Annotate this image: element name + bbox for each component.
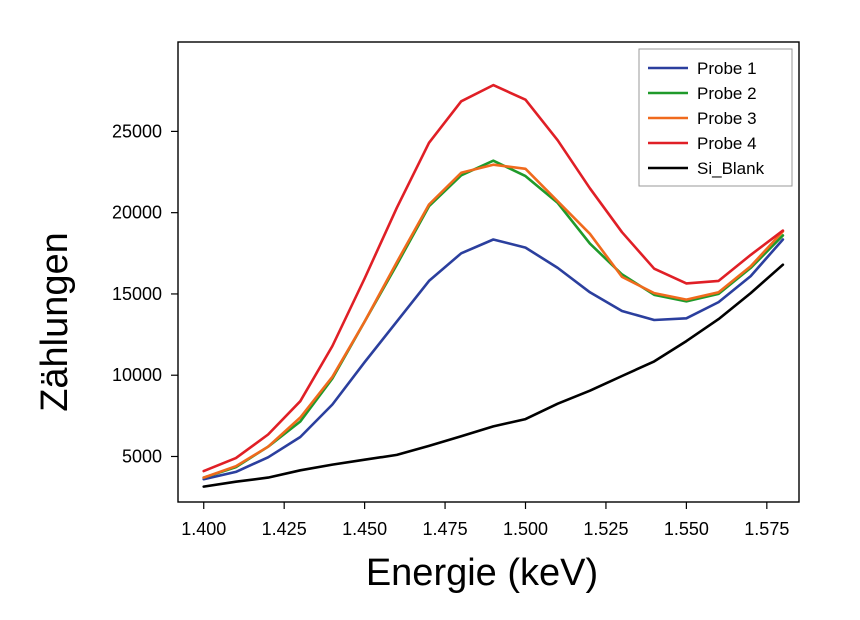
series-lines: [202, 83, 785, 488]
y-tick-label: 5000: [122, 446, 162, 466]
y-tick-label: 25000: [112, 121, 162, 141]
series-line-probe-3: [202, 163, 785, 479]
legend-label: Probe 4: [697, 134, 757, 153]
x-tick-label: 1.500: [503, 519, 548, 539]
legend-label: Si_Blank: [697, 159, 765, 178]
x-tick-label: 1.475: [423, 519, 468, 539]
legend: Probe 1 Probe 2 Probe 3 Probe 4 Si_Blank: [638, 48, 793, 187]
x-tick-label: 1.550: [664, 519, 709, 539]
legend-label: Probe 1: [697, 59, 757, 78]
y-tick-label: 10000: [112, 365, 162, 385]
y-axis: 5000 10000 15000 20000 25000: [112, 121, 178, 466]
y-tick-label: 20000: [112, 203, 162, 223]
plot-frame: [177, 41, 800, 503]
y-tick-label: 15000: [112, 284, 162, 304]
series-line-probe-2: [202, 159, 785, 479]
x-tick-label: 1.425: [262, 519, 307, 539]
x-tick-label: 1.575: [744, 519, 789, 539]
legend-label: Probe 2: [697, 84, 757, 103]
legend-label: Probe 3: [697, 109, 757, 128]
x-tick-label: 1.450: [342, 519, 387, 539]
x-tick-label: 1.525: [583, 519, 628, 539]
series-line-probe-1: [202, 238, 785, 481]
x-axis: 1.400 1.425 1.450 1.475 1.500 1.525 1.550 1.575: [181, 502, 789, 539]
x-tick-label: 1.400: [181, 519, 226, 539]
series-line-probe-4: [202, 83, 785, 473]
y-axis-title: Zählungen: [34, 232, 76, 412]
x-axis-title: Energie (keV): [366, 552, 598, 594]
series-line-si-blank: [202, 263, 785, 488]
